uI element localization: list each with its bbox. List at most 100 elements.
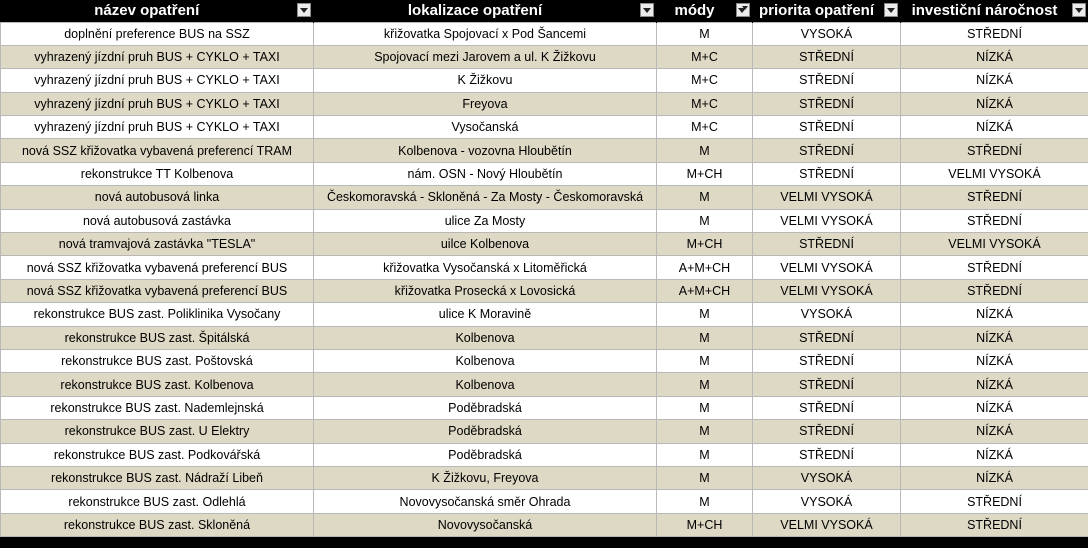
cell-mody[interactable]: M — [656, 465, 753, 491]
cell-nazev[interactable]: rekonstrukce BUS zast. Špitálská — [0, 325, 314, 350]
cell-nazev[interactable]: rekonstrukce BUS zast. Odlehlá — [0, 489, 314, 514]
table-row[interactable]: vyhrazený jízdní pruh BUS + CYKLO + TAXI… — [0, 91, 1088, 117]
cell-priorita[interactable]: STŘEDNÍ — [752, 44, 901, 70]
cell-priorita[interactable]: STŘEDNÍ — [752, 138, 901, 163]
cell-narocnost[interactable]: STŘEDNÍ — [900, 185, 1088, 210]
cell-narocnost[interactable]: STŘEDNÍ — [900, 489, 1088, 514]
cell-mody[interactable]: M — [656, 185, 753, 210]
table-row[interactable]: vyhrazený jízdní pruh BUS + CYKLO + TAXI… — [0, 44, 1088, 70]
cell-lokalizace[interactable]: Novovysočanská směr Ohrada — [313, 489, 657, 514]
cell-mody[interactable]: A+M+CH — [656, 278, 753, 304]
cell-nazev[interactable]: rekonstrukce BUS zast. Kolbenova — [0, 372, 314, 397]
table-row[interactable]: rekonstrukce BUS zast. Podkovářská Poděbr… — [0, 442, 1088, 467]
table-row[interactable]: vyhrazený jízdní pruh BUS + CYKLO + TAXI… — [0, 115, 1088, 140]
filter-dropdown-icon[interactable] — [884, 3, 898, 17]
table-row[interactable]: rekonstrukce BUS zast. Nádraží Libeň K Ži… — [0, 465, 1088, 491]
table-row[interactable]: nová tramvajová zastávka "TESLA" uilce Ko… — [0, 232, 1088, 257]
cell-narocnost[interactable]: NÍZKÁ — [900, 115, 1088, 140]
cell-mody[interactable]: M — [656, 325, 753, 350]
cell-nazev[interactable]: rekonstrukce BUS zast. Nádraží Libeň — [0, 465, 314, 491]
cell-nazev[interactable]: nová SSZ křižovatka vybavená preferencí … — [0, 278, 314, 304]
table-row[interactable]: nová autobusová zastávka ulice Za Mosty M V… — [0, 208, 1088, 234]
cell-priorita[interactable]: STŘEDNÍ — [752, 419, 901, 444]
table-row[interactable]: nová SSZ křižovatka vybavená preferencí … — [0, 138, 1088, 163]
cell-mody[interactable]: M+C — [656, 68, 753, 93]
cell-narocnost[interactable]: STŘEDNÍ — [900, 138, 1088, 163]
table-row[interactable]: vyhrazený jízdní pruh BUS + CYKLO + TAXI… — [0, 68, 1088, 93]
cell-mody[interactable]: M+CH — [656, 232, 753, 257]
cell-lokalizace[interactable]: nám. OSN - Nový Hloubětín — [313, 161, 657, 187]
cell-lokalizace[interactable]: Kolbenova — [313, 325, 657, 350]
cell-mody[interactable]: M — [656, 348, 753, 374]
cell-narocnost[interactable]: NÍZKÁ — [900, 442, 1088, 467]
cell-narocnost[interactable]: STŘEDNÍ — [900, 208, 1088, 234]
cell-nazev[interactable]: rekonstrukce BUS zast. U Elektry — [0, 419, 314, 444]
cell-lokalizace[interactable]: křižovatka Vysočanská x Litoměřická — [313, 255, 657, 280]
cell-nazev[interactable]: rekonstrukce BUS zast. Podkovářská — [0, 442, 314, 467]
cell-narocnost[interactable]: NÍZKÁ — [900, 68, 1088, 93]
cell-lokalizace[interactable]: Poděbradská — [313, 419, 657, 444]
cell-narocnost[interactable]: NÍZKÁ — [900, 419, 1088, 444]
table-row[interactable]: nová SSZ křižovatka vybavená preferencí … — [0, 255, 1088, 280]
header-mody[interactable]: módy — [656, 0, 753, 22]
cell-nazev[interactable]: rekonstrukce BUS zast. Poliklinika Vysoč… — [0, 302, 314, 327]
table-row[interactable]: doplnění preference BUS na SSZ křižovatka… — [0, 21, 1088, 46]
cell-lokalizace[interactable]: Kolbenova - vozovna Hloubětín — [313, 138, 657, 163]
filter-dropdown-icon[interactable] — [640, 3, 654, 17]
cell-nazev[interactable]: doplnění preference BUS na SSZ — [0, 21, 314, 46]
cell-lokalizace[interactable]: Českomoravská - Skloněná - Za Mosty - Če… — [313, 185, 657, 210]
table-row[interactable]: rekonstrukce BUS zast. Nademlejnská Poděb… — [0, 395, 1088, 421]
cell-mody[interactable]: M — [656, 21, 753, 46]
cell-narocnost[interactable]: NÍZKÁ — [900, 348, 1088, 374]
header-nazev[interactable]: název opatření — [0, 0, 314, 22]
cell-nazev[interactable]: rekonstrukce TT Kolbenova — [0, 161, 314, 187]
cell-priorita[interactable]: VYSOKÁ — [752, 302, 901, 327]
cell-mody[interactable]: A+M+CH — [656, 255, 753, 280]
cell-narocnost[interactable]: NÍZKÁ — [900, 325, 1088, 350]
cell-narocnost[interactable]: NÍZKÁ — [900, 372, 1088, 397]
cell-mody[interactable]: M — [656, 372, 753, 397]
cell-lokalizace[interactable]: ulice Za Mosty — [313, 208, 657, 234]
header-lokalizace[interactable]: lokalizace opatření — [313, 0, 657, 22]
cell-lokalizace[interactable]: Novovysočanská — [313, 512, 657, 538]
cell-mody[interactable]: M+C — [656, 44, 753, 70]
cell-priorita[interactable]: STŘEDNÍ — [752, 115, 901, 140]
cell-lokalizace[interactable]: Vysočanská — [313, 115, 657, 140]
cell-nazev[interactable]: nová autobusová zastávka — [0, 208, 314, 234]
cell-priorita[interactable]: STŘEDNÍ — [752, 442, 901, 467]
cell-narocnost[interactable]: VELMI VYSOKÁ — [900, 161, 1088, 187]
cell-mody[interactable]: M — [656, 395, 753, 421]
cell-nazev[interactable]: rekonstrukce BUS zast. Skloněná — [0, 512, 314, 538]
cell-narocnost[interactable]: NÍZKÁ — [900, 395, 1088, 421]
table-row[interactable]: rekonstrukce BUS zast. U Elektry Poděbrad… — [0, 419, 1088, 444]
cell-narocnost[interactable]: STŘEDNÍ — [900, 512, 1088, 538]
cell-priorita[interactable]: VELMI VYSOKÁ — [752, 278, 901, 304]
cell-priorita[interactable]: STŘEDNÍ — [752, 161, 901, 187]
header-priorita[interactable]: priorita opatření — [752, 0, 901, 22]
table-row[interactable]: rekonstrukce BUS zast. Špitálská Kolbenov… — [0, 325, 1088, 350]
cell-narocnost[interactable]: STŘEDNÍ — [900, 255, 1088, 280]
cell-nazev[interactable]: vyhrazený jízdní pruh BUS + CYKLO + TAXI — [0, 44, 314, 70]
table-row[interactable]: nová SSZ křižovatka vybavená preferencí … — [0, 278, 1088, 304]
cell-priorita[interactable]: STŘEDNÍ — [752, 395, 901, 421]
cell-narocnost[interactable]: VELMI VYSOKÁ — [900, 232, 1088, 257]
cell-nazev[interactable]: nová SSZ křižovatka vybavená preferencí … — [0, 255, 314, 280]
cell-lokalizace[interactable]: ulice K Moravině — [313, 302, 657, 327]
cell-mody[interactable]: M+CH — [656, 161, 753, 187]
cell-priorita[interactable]: STŘEDNÍ — [752, 91, 901, 117]
cell-mody[interactable]: M — [656, 419, 753, 444]
cell-priorita[interactable]: STŘEDNÍ — [752, 68, 901, 93]
cell-nazev[interactable]: vyhrazený jízdní pruh BUS + CYKLO + TAXI — [0, 91, 314, 117]
cell-narocnost[interactable]: NÍZKÁ — [900, 44, 1088, 70]
cell-nazev[interactable]: nová autobusová linka — [0, 185, 314, 210]
cell-priorita[interactable]: VELMI VYSOKÁ — [752, 512, 901, 538]
cell-narocnost[interactable]: STŘEDNÍ — [900, 21, 1088, 46]
table-row[interactable]: rekonstrukce BUS zast. Kolbenova Kolbenov… — [0, 372, 1088, 397]
cell-nazev[interactable]: rekonstrukce BUS zast. Nademlejnská — [0, 395, 314, 421]
header-narocnost[interactable]: investiční náročnost — [900, 0, 1088, 22]
table-row[interactable]: rekonstrukce BUS zast. Odlehlá Novovysoča… — [0, 489, 1088, 514]
cell-mody[interactable]: M+C — [656, 91, 753, 117]
cell-priorita[interactable]: VYSOKÁ — [752, 489, 901, 514]
table-row[interactable]: rekonstrukce BUS zast. Poliklinika Vysoč… — [0, 302, 1088, 327]
cell-mody[interactable]: M — [656, 302, 753, 327]
